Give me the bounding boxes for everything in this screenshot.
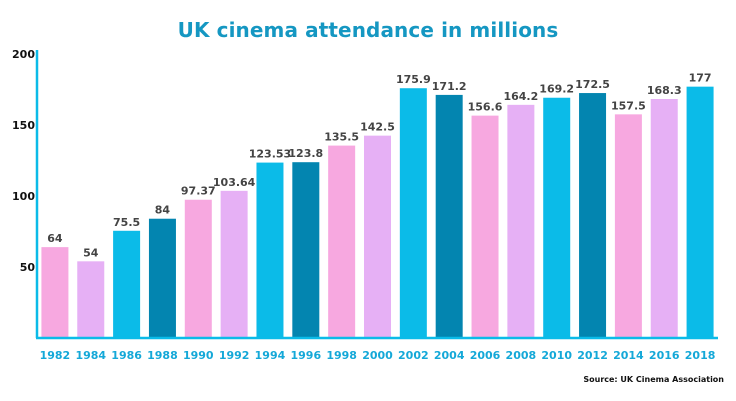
bar-1982 <box>41 247 69 338</box>
x-tick-label-1988: 1988 <box>147 349 178 362</box>
bar-1986 <box>113 230 141 338</box>
bar-2014 <box>614 114 642 338</box>
x-tick-label-2016: 2016 <box>649 349 680 362</box>
bar-1988 <box>148 218 176 338</box>
bar-1984 <box>77 261 105 338</box>
x-tick-label-1994: 1994 <box>255 349 286 362</box>
source-note: Source: UK Cinema Association <box>583 375 724 384</box>
bar-2004 <box>435 94 463 339</box>
data-label-1982: 64 <box>47 232 63 245</box>
bar-2016 <box>650 99 678 338</box>
bar-1992 <box>220 190 248 338</box>
data-label-1986: 75.5 <box>113 216 140 229</box>
x-tick-label-1998: 1998 <box>326 349 357 362</box>
x-tick-label-2002: 2002 <box>398 349 429 362</box>
chart-title: UK cinema attendance in millions <box>177 18 559 42</box>
data-label-1984: 54 <box>83 246 99 259</box>
data-label-2000: 142.5 <box>360 121 395 134</box>
x-tick-label-1992: 1992 <box>219 349 250 362</box>
bar-1990 <box>184 199 212 338</box>
x-tick-label-1982: 1982 <box>40 349 71 362</box>
x-tick-label-1996: 1996 <box>291 349 322 362</box>
data-label-2002: 175.9 <box>396 73 431 86</box>
bar-2010 <box>543 97 571 339</box>
y-tick-label: 200 <box>12 48 35 61</box>
bar-2018 <box>686 86 714 338</box>
x-tick-label-2012: 2012 <box>577 349 608 362</box>
bar-2006 <box>471 115 499 338</box>
bar-2012 <box>579 93 607 338</box>
x-tick-label-1990: 1990 <box>183 349 214 362</box>
x-tick-label-2006: 2006 <box>470 349 501 362</box>
x-tick-label-1984: 1984 <box>75 349 106 362</box>
x-tick-label-2014: 2014 <box>613 349 644 362</box>
bar-1996 <box>292 162 320 338</box>
data-label-2014: 157.5 <box>611 99 646 112</box>
data-label-2004: 171.2 <box>432 80 467 93</box>
data-label-2006: 156.6 <box>468 101 503 114</box>
x-tick-label-2018: 2018 <box>685 349 716 362</box>
bar-1994 <box>256 162 284 338</box>
data-label-1992: 103.64 <box>213 176 256 189</box>
y-tick-label: 150 <box>12 119 35 132</box>
data-label-2016: 168.3 <box>647 84 682 97</box>
data-label-2010: 169.2 <box>539 83 574 96</box>
bar-2000 <box>364 135 391 338</box>
data-label-1990: 97.37 <box>181 185 216 198</box>
x-axis: 1982 1984 1986 1988 1990 1992 1994 1996 1998 2000… <box>36 336 718 362</box>
x-tick-label-2004: 2004 <box>434 349 465 362</box>
bar-2002 <box>399 88 427 338</box>
data-label-1988: 84 <box>155 204 171 217</box>
y-axis: 50 100 150 200 <box>12 48 39 338</box>
x-tick-label-2008: 2008 <box>506 349 537 362</box>
y-tick-label: 100 <box>12 190 35 203</box>
y-tick-label: 50 <box>20 261 36 274</box>
x-tick-label-2000: 2000 <box>362 349 393 362</box>
data-label-1998: 135.5 <box>324 131 359 144</box>
bar-2008 <box>507 104 535 338</box>
data-label-1996: 123.8 <box>288 147 323 160</box>
x-tick-label-2010: 2010 <box>541 349 572 362</box>
x-tick-label-1986: 1986 <box>111 349 142 362</box>
data-label-2018: 177 <box>689 72 712 85</box>
bar-1998 <box>328 145 356 338</box>
data-label-1994: 123.53 <box>249 148 291 161</box>
data-label-2008: 164.2 <box>503 90 538 103</box>
data-label-2012: 172.5 <box>575 78 610 91</box>
